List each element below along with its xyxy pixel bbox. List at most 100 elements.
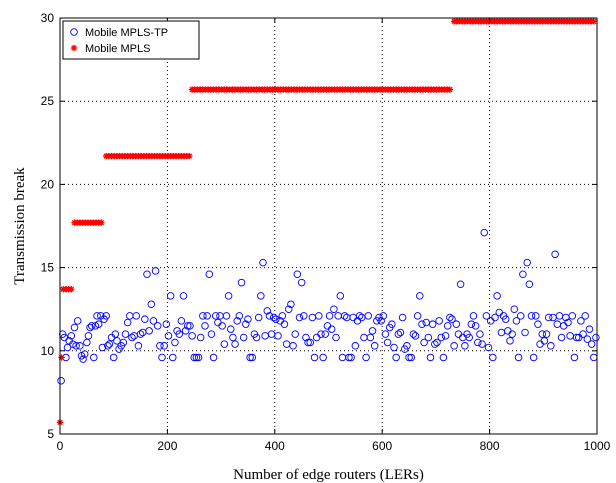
mpls-point bbox=[98, 219, 105, 226]
mpls-tp-point bbox=[508, 330, 516, 338]
mpls-tp-point bbox=[317, 330, 325, 338]
mpls-tp-point bbox=[383, 338, 392, 347]
mpls-tp-point bbox=[368, 327, 377, 335]
mpls-tp-point bbox=[577, 317, 585, 325]
mpls-tp-point bbox=[551, 250, 559, 259]
mpls-tp-point bbox=[516, 312, 525, 320]
mpls-tp-point bbox=[224, 292, 233, 300]
mpls-tp-point bbox=[138, 328, 147, 337]
plot-marks bbox=[56, 18, 600, 426]
mpls-tp-point bbox=[568, 312, 577, 320]
mpls-tp-point bbox=[201, 322, 209, 330]
mpls-point bbox=[68, 286, 75, 293]
mpls-tp-point bbox=[160, 342, 168, 350]
mpls-tp-point bbox=[403, 342, 411, 350]
mpls-tp-point bbox=[379, 312, 388, 320]
mpls-tp-point bbox=[229, 333, 237, 342]
mpls-tp-point bbox=[439, 353, 448, 362]
mpls-tp-point bbox=[83, 338, 91, 347]
mpls-tp-point bbox=[227, 325, 235, 333]
mpls-tp-point bbox=[257, 292, 265, 300]
mpls-tp-point bbox=[244, 315, 252, 323]
mpls-tp-point bbox=[218, 322, 226, 330]
mpls-tp-point bbox=[581, 312, 589, 320]
mpls-tp-point bbox=[263, 307, 272, 315]
mpls-tp-point bbox=[424, 333, 433, 342]
mpls-tp-point bbox=[186, 322, 194, 330]
mpls-tp-point bbox=[433, 338, 441, 347]
mpls-tp-point bbox=[396, 328, 405, 337]
mpls-tp-point bbox=[175, 330, 183, 338]
mpls-tp-point bbox=[293, 270, 302, 279]
mpls-tp-point bbox=[214, 318, 222, 327]
mpls-tp-point bbox=[538, 330, 546, 338]
mpls-tp-point bbox=[570, 353, 579, 362]
mpls-tp-point bbox=[79, 355, 87, 363]
mpls-tp-point bbox=[549, 313, 557, 322]
mpls-tp-point bbox=[347, 353, 355, 362]
mpls-tp-point bbox=[435, 317, 443, 325]
mpls-tp-point bbox=[261, 332, 269, 340]
mpls-tp-point bbox=[448, 315, 456, 323]
mpls-tp-point bbox=[471, 322, 480, 330]
y-tick-label: 10 bbox=[41, 344, 55, 358]
mpls-tp-point bbox=[282, 340, 291, 348]
mpls-tp-point bbox=[57, 377, 65, 385]
mpls-tp-point bbox=[544, 313, 553, 322]
mpls-tp-point bbox=[555, 312, 564, 320]
mpls-tp-point bbox=[177, 317, 186, 325]
x-tick-label: 1000 bbox=[584, 439, 611, 453]
x-tick-label: 400 bbox=[265, 439, 285, 453]
mpls-tp-point bbox=[203, 312, 211, 320]
y-tick-label: 30 bbox=[41, 11, 55, 25]
plot-frame bbox=[59, 17, 598, 435]
mpls-tp-point bbox=[459, 333, 467, 342]
mpls-tp-point bbox=[289, 342, 297, 350]
mpls-tp-point bbox=[394, 330, 403, 338]
mpls-tp-point bbox=[370, 342, 379, 350]
mpls-tp-point bbox=[274, 332, 282, 340]
mpls-tp-point bbox=[128, 333, 136, 342]
mpls-tp-point bbox=[86, 323, 94, 332]
mpls-point bbox=[58, 354, 65, 361]
mpls-tp-point bbox=[355, 312, 364, 320]
mpls-tp-point bbox=[248, 353, 256, 362]
mpls-tp-point bbox=[484, 343, 493, 352]
mpls-tp-point bbox=[280, 320, 289, 328]
mpls-tp-point bbox=[506, 337, 514, 345]
mpls-tp-point bbox=[151, 267, 160, 275]
legend-box bbox=[62, 20, 200, 60]
mpls-point bbox=[446, 86, 454, 93]
mpls-tp-point bbox=[205, 270, 214, 279]
mpls-tp-point bbox=[465, 333, 473, 342]
legend-asterisk-icon bbox=[70, 44, 78, 52]
mpls-tp-point bbox=[523, 258, 531, 267]
mpls-tp-point bbox=[147, 300, 156, 308]
mpls-tp-point bbox=[343, 313, 351, 322]
mpls-tp-point bbox=[126, 312, 134, 320]
mpls-tp-point bbox=[184, 322, 192, 330]
mpls-tp-point bbox=[267, 330, 276, 338]
mpls-point bbox=[590, 18, 597, 25]
mpls-tp-point bbox=[510, 305, 519, 313]
mpls-tp-point bbox=[194, 353, 203, 362]
mpls-tp-point bbox=[482, 312, 491, 320]
mpls-tp-point bbox=[242, 320, 250, 328]
mpls-tp-point bbox=[381, 330, 390, 338]
mpls-tp-point bbox=[420, 338, 428, 347]
mpls-tp-point bbox=[105, 340, 114, 348]
mpls-tp-point bbox=[469, 312, 478, 320]
mpls-tp-point bbox=[287, 300, 295, 308]
mpls-tp-point bbox=[495, 308, 504, 317]
legend-marker-mpls bbox=[70, 44, 78, 52]
y-tick-label: 5 bbox=[47, 427, 54, 441]
mpls-tp-point bbox=[416, 292, 424, 300]
mpls-tp-point bbox=[67, 332, 76, 340]
mpls-tp-point bbox=[158, 353, 166, 362]
mpls-tp-point bbox=[486, 317, 495, 325]
mpls-tp-point bbox=[188, 332, 196, 340]
mpls-tp-point bbox=[592, 333, 600, 342]
mpls-tp-point bbox=[109, 353, 118, 362]
mpls-tp-point bbox=[231, 340, 239, 348]
mpls-tp-point bbox=[220, 340, 229, 348]
